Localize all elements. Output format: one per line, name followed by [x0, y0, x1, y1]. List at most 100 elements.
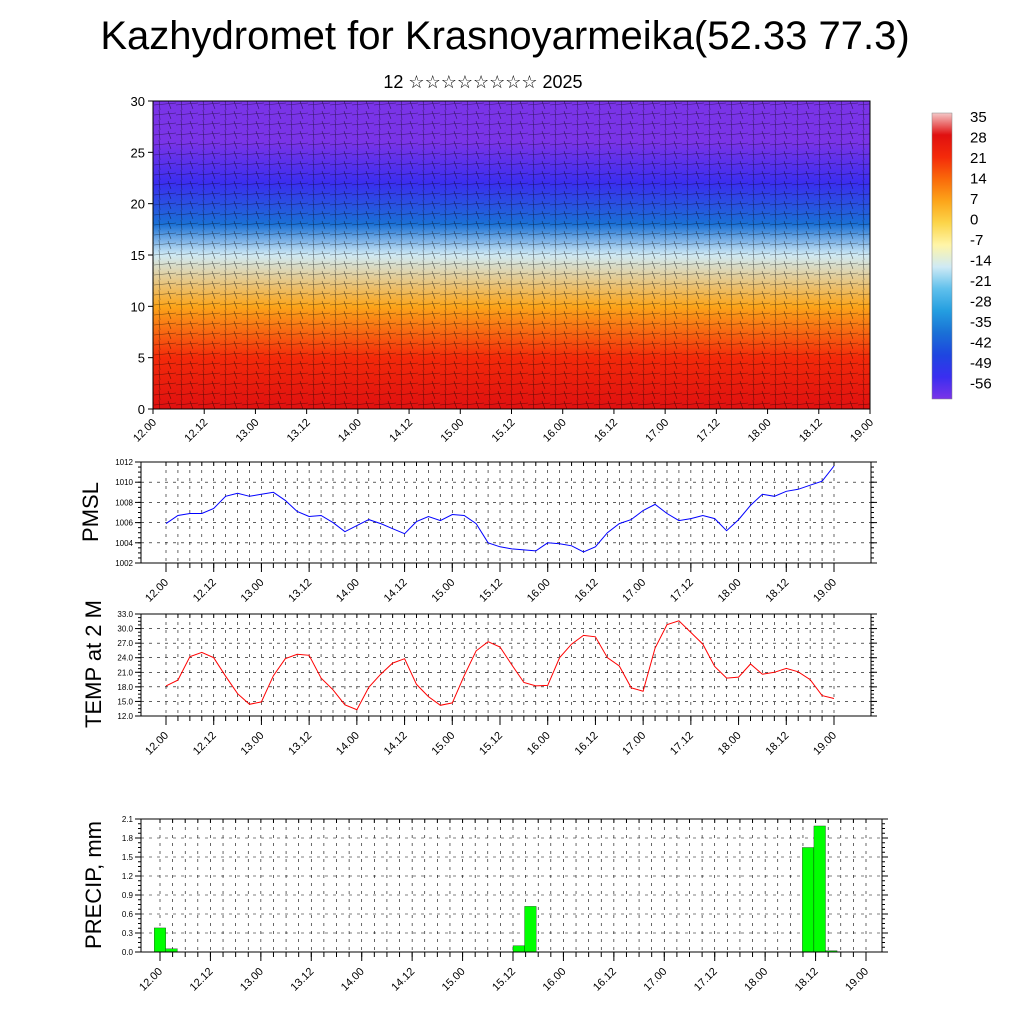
x-tick-label: 15.12	[477, 730, 505, 758]
heatmap-x-tick-label: 15.00	[438, 417, 466, 445]
y-tick-label: 0.6	[122, 910, 134, 919]
x-tick-label: 17.00	[620, 730, 648, 758]
x-tick-label: 12.00	[137, 966, 165, 994]
y-tick-label: 1.8	[122, 834, 134, 843]
y-tick-label: 0.3	[122, 929, 134, 938]
x-tick-label: 14.12	[382, 730, 410, 758]
heatmap-x-tick-label: 18.12	[797, 417, 825, 445]
heatmap-y-tick-label: 10	[131, 299, 145, 314]
series-line	[165, 465, 835, 553]
x-tick-label: 12.00	[143, 730, 171, 758]
colorbar: 35 28 21 14 7 0 -7 -14 -21 -28 -35 -42 -49 -56	[931, 109, 992, 400]
x-tick-label: 16.00	[525, 577, 553, 605]
x-tick-label: 19.00	[811, 730, 839, 758]
colorbar-label: -35	[970, 314, 992, 331]
precip-axes: 0.0 0.3 0.6 0.9 1.2 1.5 1.8 2.1 12.00 12.12 13.00 1…	[122, 815, 888, 994]
heatmap-x-tick-label: 14.12	[387, 417, 415, 445]
heatmap-x-tick-label: 16.00	[541, 417, 569, 445]
heatmap-x-tick-label: 17.00	[643, 417, 671, 445]
y-tick-label: 0.0	[122, 948, 134, 957]
pmsl-series	[165, 465, 835, 553]
heatmap-y-tick-label: 5	[138, 351, 145, 366]
heatmap-x-tick-label: 13.00	[234, 417, 262, 445]
pmsl-ylabel: PMSL	[78, 482, 103, 542]
x-tick-label: 12.12	[191, 730, 219, 758]
pmsl-axes: 1002 1004 1006 1008 1010 1012 12.00 12.12 13.00 1…	[115, 458, 877, 605]
x-tick-label: 13.00	[238, 966, 266, 994]
colorbar-labels: 35 28 21 14 7 0 -7 -14 -21 -28 -35 -42 -49 -56	[970, 109, 992, 393]
x-tick-label: 13.00	[239, 730, 267, 758]
colorbar-label: -14	[970, 253, 992, 270]
x-tick-label: 13.12	[286, 730, 314, 758]
x-tick-label: 18.12	[763, 730, 791, 758]
colorbar-label: 21	[970, 150, 987, 167]
colorbar-label: -7	[970, 232, 983, 249]
x-tick-label: 12.00	[143, 577, 171, 605]
colorbar-label: 28	[970, 130, 987, 147]
x-tick-label: 19.00	[843, 966, 871, 994]
heatmap-y-tick-label: 20	[131, 197, 145, 212]
y-tick-label: 1006	[115, 519, 133, 528]
x-tick-label: 18.00	[716, 577, 744, 605]
x-tick-label: 18.12	[763, 577, 791, 605]
heatmap-y-axis: 0 5 10 15 20 25 30	[131, 94, 153, 417]
y-tick-label: 1010	[115, 478, 133, 487]
x-tick-label: 17.12	[668, 577, 696, 605]
colorbar-label: 14	[970, 171, 987, 188]
x-tick-label: 14.12	[389, 966, 417, 994]
x-tick-label: 18.12	[793, 966, 821, 994]
x-tick-label: 17.00	[641, 966, 669, 994]
x-tick-label: 13.00	[239, 577, 267, 605]
x-tick-label: 18.00	[716, 730, 744, 758]
y-tick-label: 1012	[115, 458, 133, 467]
heatmap-x-tick-label: 12.00	[131, 417, 159, 445]
heatmap-x-tick-label: 19.00	[848, 417, 876, 445]
heatmap-x-tick-label: 14.00	[336, 417, 364, 445]
x-tick-label: 12.12	[191, 577, 219, 605]
precip-bar	[802, 847, 815, 953]
x-tick-label: 16.12	[591, 966, 619, 994]
y-tick-label: 12.0	[117, 712, 133, 721]
x-tick-label: 15.12	[490, 966, 518, 994]
x-tick-label: 17.12	[668, 730, 696, 758]
wind-barb-overlay	[153, 101, 870, 409]
heatmap-x-tick-label: 12.12	[182, 417, 210, 445]
x-tick-label: 16.12	[573, 577, 601, 605]
y-tick-label: 21.0	[117, 668, 133, 677]
colorbar-label: -42	[970, 335, 992, 352]
heatmap-x-tick-label: 18.00	[746, 417, 774, 445]
upper-air-heatmap-panel: 0 5 10 15 20 25 30 12.00 12.12 13.00 13.12 14.00 14…	[131, 94, 877, 445]
colorbar-label: -21	[970, 273, 992, 290]
y-tick-label: 1.2	[122, 872, 134, 881]
x-tick-label: 13.12	[286, 577, 314, 605]
x-tick-label: 19.00	[811, 577, 839, 605]
y-tick-label: 27.0	[117, 639, 133, 648]
y-tick-label: 24.0	[117, 654, 133, 663]
pmsl-panel: 1002 1004 1006 1008 1010 1012 12.00 12.12 13.00 1…	[78, 458, 877, 605]
y-tick-label: 1004	[115, 539, 133, 548]
precip-bars	[154, 825, 838, 953]
precip-bar	[512, 945, 525, 953]
x-tick-label: 14.00	[339, 966, 367, 994]
y-tick-label: 33.0	[117, 610, 133, 619]
precip-bar	[154, 927, 166, 953]
y-tick-label: 15.0	[117, 697, 133, 706]
x-tick-label: 13.12	[288, 966, 316, 994]
x-tick-label: 16.00	[525, 730, 553, 758]
y-tick-label: 1.5	[122, 853, 134, 862]
series-line	[165, 620, 835, 711]
temperature-ylabel: TEMP at 2 M	[81, 600, 106, 728]
temperature-series	[165, 620, 835, 711]
precip-panel: 0.0 0.3 0.6 0.9 1.2 1.5 1.8 2.1 12.00 12.12 13.00 1…	[81, 815, 888, 994]
colorbar-label: -49	[970, 355, 992, 372]
y-tick-label: 1008	[115, 498, 133, 507]
x-tick-label: 17.00	[620, 577, 648, 605]
colorbar-label: 0	[970, 212, 978, 229]
precip-grid	[141, 818, 882, 953]
heatmap-x-tick-label: 15.12	[490, 417, 518, 445]
heatmap-y-tick-label: 0	[138, 402, 145, 417]
x-tick-label: 14.00	[334, 730, 362, 758]
colorbar-label: -56	[970, 376, 992, 393]
precip-frame	[140, 818, 883, 953]
